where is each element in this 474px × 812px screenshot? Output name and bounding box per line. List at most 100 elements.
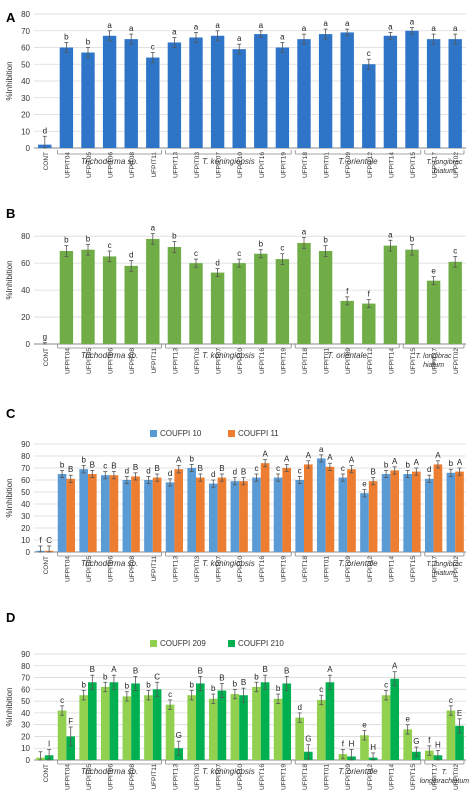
significance-letter: B [90, 460, 95, 469]
y-tick-label: 30 [21, 721, 30, 730]
x-tick-label: CONT [43, 348, 50, 366]
bar [131, 476, 140, 552]
significance-letter: c [367, 49, 371, 58]
bar [81, 249, 95, 344]
group-label: T. orientale [338, 157, 378, 166]
significance-letter: b [64, 236, 69, 245]
significance-letter: a [129, 24, 134, 33]
significance-letter: b [211, 684, 216, 693]
significance-letter: a [431, 24, 436, 33]
y-tick-label: 0 [26, 340, 31, 349]
x-tick-label: UFPIT18 [302, 764, 309, 790]
significance-letter: a [302, 24, 307, 33]
significance-letter: b [405, 460, 410, 469]
bar [210, 272, 225, 344]
y-axis-label: %Inhibition [5, 61, 14, 100]
significance-letter: b [86, 234, 91, 243]
significance-letter: B [90, 665, 95, 674]
significance-letter: I [48, 739, 50, 748]
bar [254, 34, 268, 148]
bar [426, 280, 441, 344]
significance-letter: a [323, 19, 328, 28]
significance-letter: B [241, 678, 246, 687]
bar [381, 695, 391, 760]
x-tick-label: UFPIT01 [324, 348, 331, 374]
x-tick-label: UFPIT12 [367, 764, 374, 790]
significance-letter: d [43, 126, 47, 135]
legend-swatch [150, 640, 157, 647]
significance-letter: d [129, 250, 133, 259]
significance-letter: a [388, 230, 393, 239]
y-tick-label: 40 [21, 500, 30, 509]
significance-letter: B [262, 665, 267, 674]
legend-swatch [228, 430, 235, 437]
x-tick-label: UFPIT18 [302, 556, 309, 582]
significance-letter: B [219, 464, 224, 473]
significance-letter: B [68, 465, 73, 474]
significance-letter: A [306, 451, 312, 460]
bar [79, 695, 88, 760]
significance-letter: G [413, 737, 419, 746]
x-tick-label: UFPIT13 [172, 152, 179, 178]
significance-letter: B [241, 468, 246, 477]
bar [167, 246, 182, 344]
bar [165, 482, 175, 552]
significance-letter: F [68, 717, 73, 726]
significance-letter: H [349, 739, 355, 748]
bar [362, 303, 376, 344]
x-tick-label: UFPIT19 [280, 764, 287, 790]
y-tick-label: 40 [21, 286, 30, 295]
bar [381, 474, 391, 552]
bar [368, 481, 378, 552]
bar [275, 47, 290, 148]
bar [144, 480, 153, 552]
bar [282, 683, 292, 760]
significance-letter: b [60, 460, 65, 469]
significance-letter: b [189, 454, 194, 463]
x-tick-label: UFPIT02 [453, 556, 460, 582]
panel-c-plot: 0 10 20 30 40 50 60 70 80 90 %Inhibition COUFPI 10 C… [5, 429, 466, 582]
legend-label: COUFPI 210 [238, 639, 284, 648]
group-label: Trichoderma sp. [81, 157, 138, 166]
x-tick-label: UFPIT19 [280, 556, 287, 582]
bar [174, 469, 184, 552]
significance-letter: e [362, 721, 367, 730]
significance-letter: A [457, 458, 463, 467]
x-tick-label: UFPIT10 [237, 764, 244, 790]
y-tick-label: 20 [21, 111, 30, 120]
x-tick-label: UFPIT15 [410, 556, 417, 582]
significance-letter: a [259, 21, 264, 30]
y-tick-label: 50 [21, 60, 30, 69]
bar [273, 477, 283, 552]
significance-letter: d [125, 466, 129, 475]
significance-letter: f [346, 287, 349, 296]
significance-letter: A [262, 450, 268, 459]
bar [57, 474, 67, 552]
significance-letter: a [107, 21, 112, 30]
x-tick-label: UFPIT10 [237, 556, 244, 582]
significance-letter: B [284, 666, 289, 675]
x-tick-label: UFPIT07 [216, 556, 223, 582]
y-tick-label: 80 [21, 452, 30, 461]
significance-letter: d [427, 465, 431, 474]
significance-letter: b [384, 460, 389, 469]
significance-letter: C [154, 672, 160, 681]
y-tick-label: 0 [26, 144, 31, 153]
significance-letter: b [276, 684, 281, 693]
bar [282, 468, 292, 552]
x-tick-label: UFPIT06 [108, 152, 115, 178]
x-tick-label: UFPIT12 [367, 348, 374, 374]
bar [232, 49, 246, 148]
bar [383, 35, 398, 148]
significance-letter: a [302, 228, 307, 237]
x-tick-label: CONT [43, 556, 50, 574]
x-tick-label: UFPIT18 [302, 152, 309, 178]
bar [66, 736, 76, 760]
group-label: T. longibrachiatum [420, 769, 470, 785]
bar [208, 483, 218, 552]
significance-letter: a [453, 24, 458, 33]
bar [232, 263, 246, 344]
x-tick-label: UFPIT18 [302, 348, 309, 374]
significance-letter: a [194, 22, 199, 31]
bar [426, 39, 441, 148]
